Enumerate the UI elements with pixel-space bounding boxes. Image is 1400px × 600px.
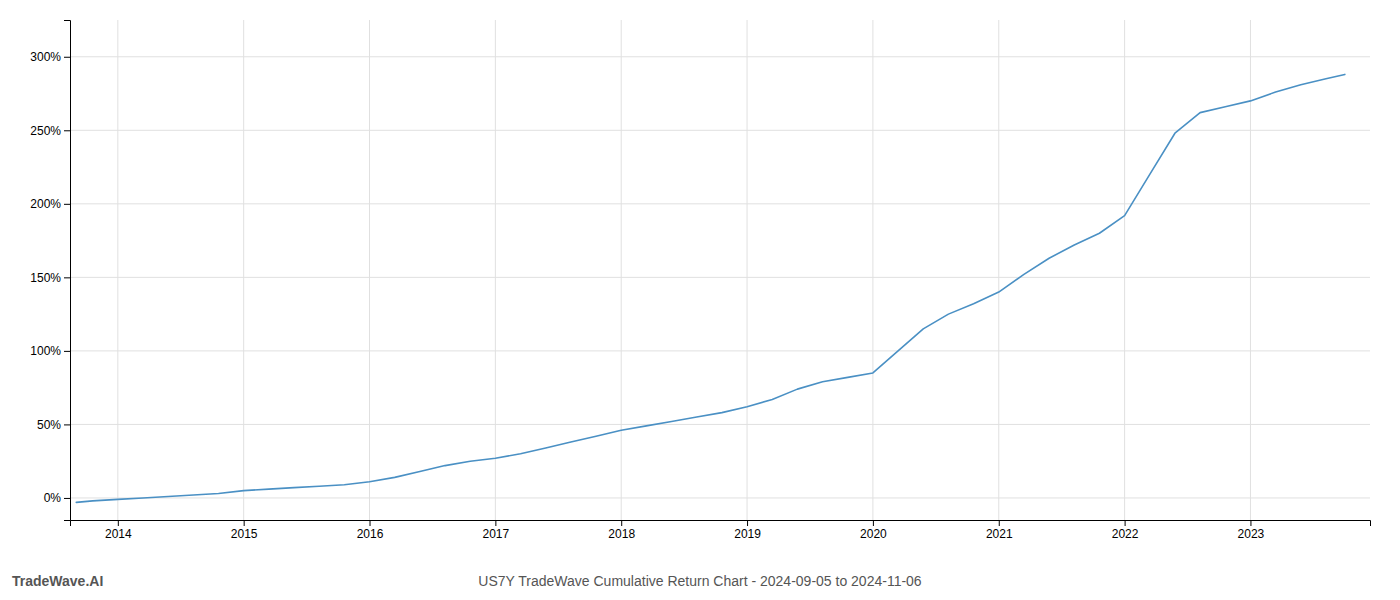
y-tick: 300% xyxy=(30,50,70,64)
title: US7Y TradeWave Cumulative Return Chart -… xyxy=(478,573,922,589)
y-axis-line xyxy=(64,21,71,521)
grid-line-y xyxy=(70,130,1370,131)
grid-line-x xyxy=(117,20,118,520)
grid-line-y xyxy=(70,350,1370,351)
x-tick-label: 2016 xyxy=(357,527,384,541)
y-tick-mark xyxy=(64,498,70,499)
y-axis: 0% 50% 100% 150% 200% 250% 300% xyxy=(30,21,70,521)
x-tick: 2022 xyxy=(1112,520,1139,541)
x-tick: 2014 xyxy=(105,520,132,541)
grid-line-y xyxy=(70,497,1370,498)
grid-line-x xyxy=(998,20,999,520)
y-tick-label: 100% xyxy=(30,344,61,358)
x-tick-mark xyxy=(1125,520,1126,526)
y-tick-mark xyxy=(64,57,70,58)
y-tick: 100% xyxy=(30,344,70,358)
watermark: TradeWave.AI xyxy=(12,573,103,589)
y-tick: 0% xyxy=(44,491,70,505)
x-tick: 2018 xyxy=(608,520,635,541)
x-tick-mark xyxy=(999,520,1000,526)
y-tick: 250% xyxy=(30,124,70,138)
grid-line-x xyxy=(872,20,873,520)
x-tick-mark xyxy=(370,520,371,526)
x-tick-label: 2017 xyxy=(483,527,510,541)
y-tick-mark xyxy=(64,424,70,425)
x-tick-mark xyxy=(1250,520,1251,526)
y-tick: 150% xyxy=(30,271,70,285)
grid-line-x xyxy=(243,20,244,520)
grid xyxy=(70,20,1370,520)
grid-line-x xyxy=(369,20,370,520)
x-tick-label: 2019 xyxy=(734,527,761,541)
y-tick: 50% xyxy=(37,418,70,432)
grid-line-x xyxy=(1124,20,1125,520)
grid-line-y xyxy=(70,424,1370,425)
x-tick-mark xyxy=(495,520,496,526)
x-tick-mark xyxy=(621,520,622,526)
grid-line-x xyxy=(495,20,496,520)
y-tick-label: 0% xyxy=(44,491,62,505)
x-tick: 2020 xyxy=(860,520,887,541)
x-tick: 2015 xyxy=(231,520,258,541)
y-tick-mark xyxy=(64,277,70,278)
x-tick: 2023 xyxy=(1238,520,1265,541)
grid-line-x xyxy=(1250,20,1251,520)
grid-line-y xyxy=(70,203,1370,204)
x-tick-label: 2020 xyxy=(860,527,887,541)
plot-area: 2014 2015 2016 2017 2018 2019 2020 2021 2022 2023… xyxy=(30,20,1370,541)
x-tick-mark xyxy=(747,520,748,526)
grid-line-y xyxy=(70,277,1370,278)
y-tick-label: 150% xyxy=(30,271,61,285)
x-axis-line xyxy=(71,521,1371,527)
y-tick-label: 250% xyxy=(30,124,61,138)
x-tick: 2016 xyxy=(357,520,384,541)
x-tick: 2019 xyxy=(734,520,761,541)
x-tick-mark xyxy=(873,520,874,526)
y-tick-mark xyxy=(64,351,70,352)
x-tick-label: 2018 xyxy=(608,527,635,541)
x-tick-mark xyxy=(244,520,245,526)
grid-line-x xyxy=(621,20,622,520)
x-tick-label: 2015 xyxy=(231,527,258,541)
y-tick-mark xyxy=(64,204,70,205)
y-tick: 200% xyxy=(30,197,70,211)
x-tick-label: 2022 xyxy=(1112,527,1139,541)
line xyxy=(76,74,1345,502)
y-tick-label: 50% xyxy=(37,418,61,432)
marks xyxy=(76,74,1345,502)
x-tick-mark xyxy=(118,520,119,526)
grid-line-y xyxy=(70,56,1370,57)
chart: 2014 2015 2016 2017 2018 2019 2020 2021 2022 2023… xyxy=(0,0,1400,600)
y-tick-label: 200% xyxy=(30,197,61,211)
y-tick-label: 300% xyxy=(30,50,61,64)
x-tick-label: 2021 xyxy=(986,527,1013,541)
x-tick-label: 2014 xyxy=(105,527,132,541)
x-tick-label: 2023 xyxy=(1238,527,1265,541)
y-tick-mark xyxy=(64,130,70,131)
x-axis: 2014 2015 2016 2017 2018 2019 2020 2021 2022 2023 xyxy=(71,520,1371,541)
x-tick: 2021 xyxy=(986,520,1013,541)
grid-line-x xyxy=(747,20,748,520)
x-tick: 2017 xyxy=(483,520,510,541)
